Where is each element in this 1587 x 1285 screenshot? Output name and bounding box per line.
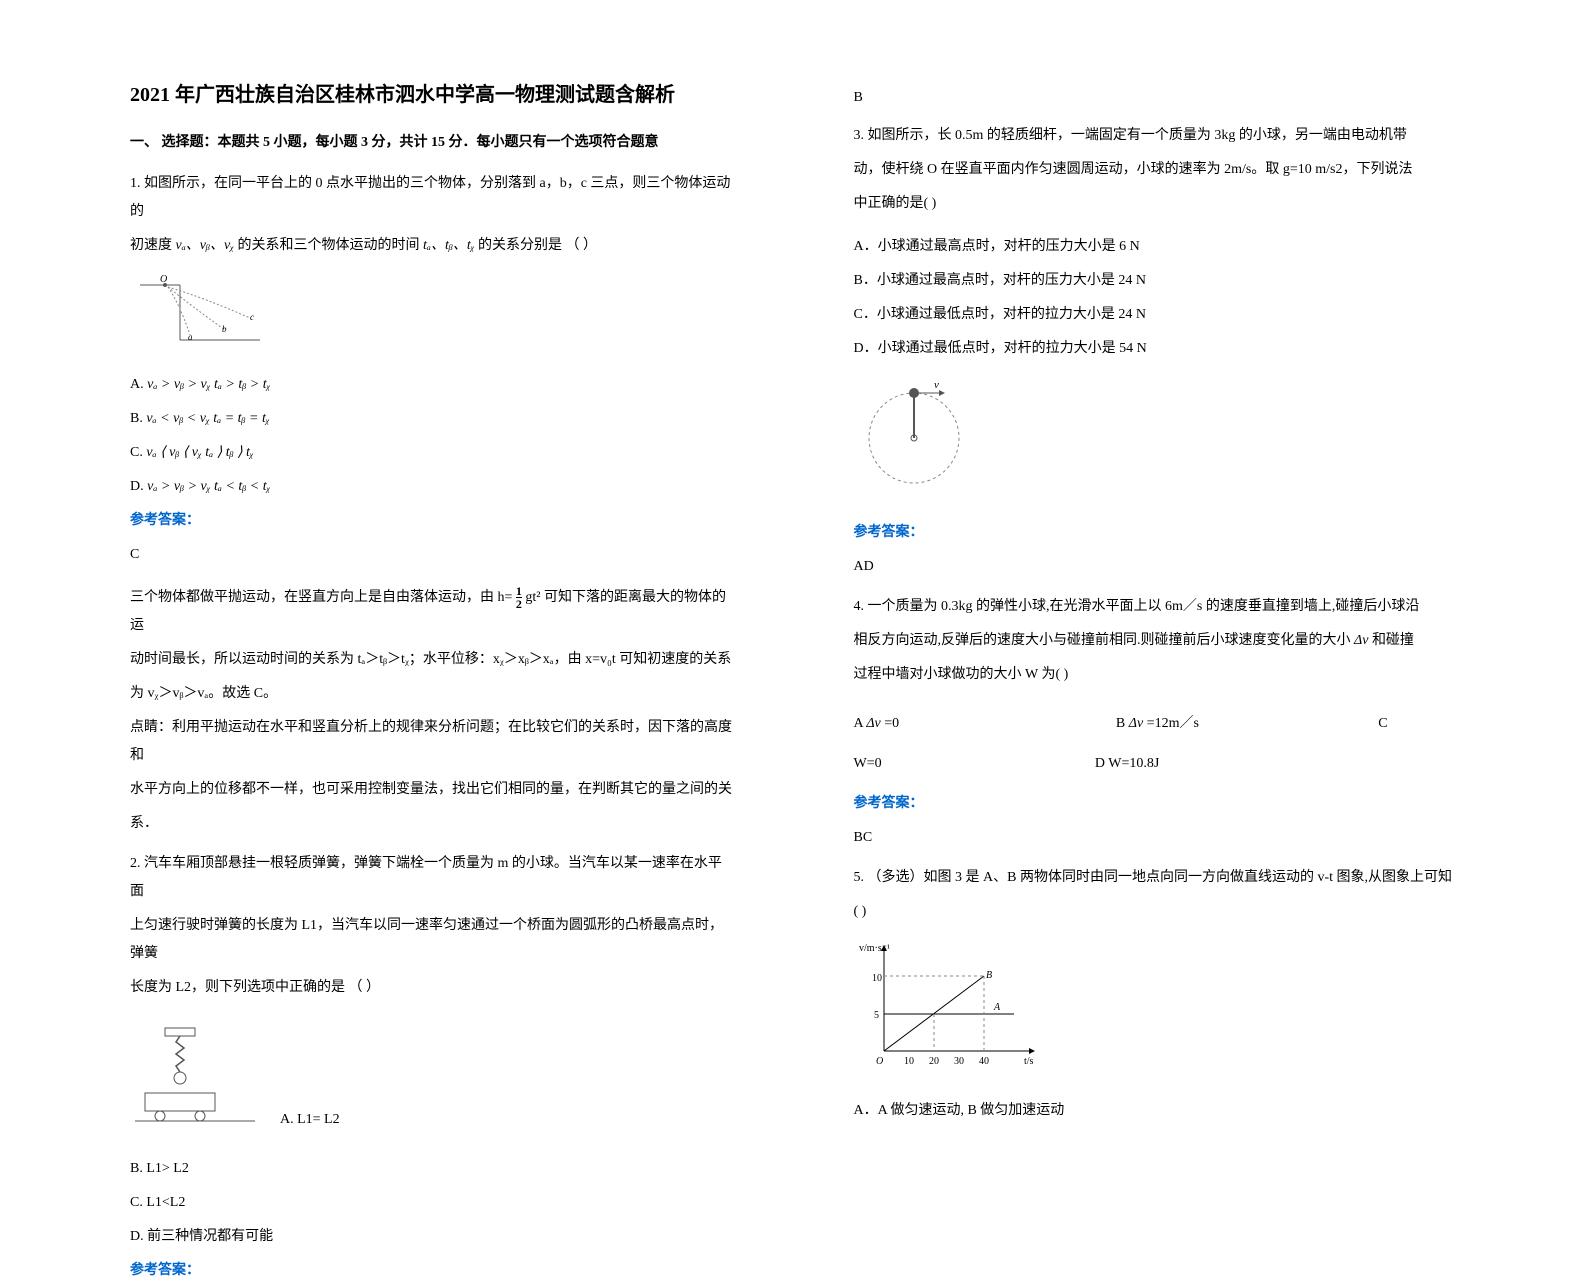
- problem-2: 2. 汽车车厢顶部悬挂一根轻质弹簧，弹簧下端栓一个质量为 m 的小球。当汽车以某…: [130, 850, 734, 1285]
- problem-4-opt-d: D W=10.8J: [1095, 750, 1457, 778]
- problem-1-expl-6: 系．: [130, 810, 734, 838]
- problem-2-answer: B: [854, 85, 1458, 110]
- problem-1-diagram: O a b c: [130, 270, 734, 361]
- fraction-den: 2: [516, 598, 522, 610]
- answer-label: 参考答案：: [854, 790, 1458, 818]
- svg-text:30: 30: [954, 1056, 964, 1067]
- problem-4: 4. 一个质量为 0.3kg 的弹性小球,在光滑水平面上以 6m／s 的速度垂直…: [854, 593, 1458, 852]
- problem-3: 3. 如图所示，长 0.5m 的轻质细杆，一端固定有一个质量为 3kg 的小球，…: [854, 122, 1458, 581]
- problem-2-diagram: [130, 1018, 260, 1139]
- problem-3-stem3: 中正确的是( ): [854, 190, 1458, 218]
- problem-1-opt-d: D. vₐ > vᵦ > vᵪ tₐ < tᵦ < tᵪ: [130, 473, 734, 501]
- problem-4-opt-c-line: W=0: [854, 750, 1095, 778]
- problem-1-stem2: 初速度 vₐ、vᵦ、vᵪ 的关系和三个物体运动的时间 tₐ、tᵦ、tᵪ 的关系分…: [130, 232, 734, 260]
- problem-1-opt-b: B. vₐ < vᵦ < vᵪ tₐ = tᵦ = tᵪ: [130, 405, 734, 433]
- answer-label: 参考答案：: [130, 507, 734, 535]
- answer-label: 参考答案：: [854, 519, 1458, 547]
- answer-label: 参考答案：: [130, 1257, 734, 1285]
- problem-1-expl-3: 为 vᵪ＞vᵦ＞vₐ。故选 C。: [130, 680, 734, 708]
- svg-text:10: 10: [872, 973, 882, 984]
- svg-text:b: b: [222, 324, 227, 334]
- problem-2-opt-d: D. 前三种情况都有可能: [130, 1223, 734, 1251]
- problem-4-opt-b: B Δv =12m／s: [1116, 710, 1378, 738]
- problem-4-options-row1: A Δv =0 B Δv =12m／s C: [854, 704, 1458, 744]
- problem-1-opt-a: A. vₐ > vᵦ > vᵪ tₐ > tᵦ > tᵪ: [130, 371, 734, 399]
- problem-3-answer: AD: [854, 553, 1458, 581]
- formula-v: vₐ、vᵦ、vᵪ: [176, 238, 234, 253]
- svg-text:t/s: t/s: [1024, 1056, 1034, 1067]
- problem-3-opt-d: D．小球通过最低点时，对杆的拉力大小是 54 N: [854, 335, 1458, 363]
- problem-2-opt-a: A. L1= L2: [280, 1106, 340, 1134]
- problem-4-opt-c: C: [1378, 710, 1457, 738]
- problem-4-stem2: 相反方向运动,反弹后的速度大小与碰撞前相同.则碰撞前后小球速度变化量的大小 Δv…: [854, 627, 1458, 655]
- section-header: 一、 选择题：本题共 5 小题，每小题 3 分，共计 15 分．每小题只有一个选…: [130, 130, 734, 155]
- problem-4-stem1: 4. 一个质量为 0.3kg 的弹性小球,在光滑水平面上以 6m／s 的速度垂直…: [854, 593, 1458, 621]
- svg-text:A: A: [993, 1002, 1001, 1013]
- svg-text:v/m·s⁻¹: v/m·s⁻¹: [859, 943, 890, 954]
- formula-t: tₐ、tᵦ、tᵪ: [423, 238, 475, 253]
- problem-5: 5. （多选）如图 3 是 A、B 两物体同时由同一地点向同一方向做直线运动的 …: [854, 864, 1458, 1125]
- svg-text:40: 40: [979, 1056, 989, 1067]
- problem-1: 1. 如图所示，在同一平台上的 0 点水平抛出的三个物体，分别落到 a，b，c …: [130, 170, 734, 838]
- svg-text:O: O: [160, 274, 167, 285]
- problem-1-expl-5: 水平方向上的位移都不一样，也可采用控制变量法，找出它们相同的量，在判断其它的量之…: [130, 776, 734, 804]
- problem-2-opt-b: B. L1> L2: [130, 1155, 734, 1183]
- svg-text:O: O: [876, 1056, 883, 1067]
- problem-1-expl-4: 点睛：利用平抛运动在水平和竖直分析上的规律来分析问题；在比较它们的关系时，因下落…: [130, 714, 734, 770]
- problem-3-opt-a: A．小球通过最高点时，对杆的压力大小是 6 N: [854, 233, 1458, 261]
- problem-1-stem1: 1. 如图所示，在同一平台上的 0 点水平抛出的三个物体，分别落到 a，b，c …: [130, 170, 734, 226]
- problem-1-expl-2: 动时间最长，所以运动时间的关系为 tₐ＞tᵦ＞tᵪ；水平位移：xᵪ＞xᵦ＞xₐ，…: [130, 646, 734, 674]
- problem-5-opt-a: A．A 做匀速运动, B 做匀加速运动: [854, 1097, 1458, 1125]
- problem-3-stem2: 动，使杆绕 O 在竖直平面内作匀速圆周运动，小球的速率为 2m/s。取 g=10…: [854, 156, 1458, 184]
- problem-1-answer: C: [130, 541, 734, 569]
- svg-text:c: c: [250, 312, 254, 322]
- problem-2-stem2: 上匀速行驶时弹簧的长度为 L1，当汽车以同一速率匀速通过一个桥面为圆弧形的凸桥最…: [130, 912, 734, 968]
- svg-text:v: v: [934, 379, 939, 391]
- svg-text:10: 10: [904, 1056, 914, 1067]
- problem-4-opt-a: A Δv =0: [854, 710, 1116, 738]
- svg-text:20: 20: [929, 1056, 939, 1067]
- problem-3-diagram: v: [854, 378, 1458, 509]
- problem-5-stem2: ( ): [854, 898, 1458, 926]
- svg-text:a: a: [188, 332, 193, 342]
- problem-5-stem1: 5. （多选）如图 3 是 A、B 两物体同时由同一地点向同一方向做直线运动的 …: [854, 864, 1458, 892]
- problem-4-options-row2: W=0 D W=10.8J: [854, 744, 1458, 784]
- problem-2-opt-c: C. L1<L2: [130, 1189, 734, 1217]
- problem-3-opt-b: B．小球通过最高点时，对杆的压力大小是 24 N: [854, 267, 1458, 295]
- problem-3-stem1: 3. 如图所示，长 0.5m 的轻质细杆，一端固定有一个质量为 3kg 的小球，…: [854, 122, 1458, 150]
- page-title: 2021 年广西壮族自治区桂林市泗水中学高一物理测试题含解析: [130, 80, 734, 110]
- problem-2-diagram-row: A. L1= L2: [130, 1008, 734, 1149]
- svg-text:B: B: [986, 970, 992, 981]
- problem-3-opt-c: C．小球通过最低点时，对杆的拉力大小是 24 N: [854, 301, 1458, 329]
- problem-2-stem3: 长度为 L2，则下列选项中正确的是 （ ）: [130, 974, 734, 1002]
- problem-1-expl-1: 三个物体都做平抛运动，在竖直方向上是自由落体运动，由 h= 1 2 gt² 可知…: [130, 584, 734, 640]
- svg-text:5: 5: [874, 1010, 879, 1021]
- problem-5-diagram: v/m·s⁻¹ t/s O 10 5 A B 10 20 30 40: [854, 936, 1458, 1087]
- problem-4-stem3: 过程中墙对小球做功的大小 W 为( ): [854, 661, 1458, 689]
- problem-2-stem1: 2. 汽车车厢顶部悬挂一根轻质弹簧，弹簧下端栓一个质量为 m 的小球。当汽车以某…: [130, 850, 734, 906]
- problem-1-opt-c: C. vₐ ⟨ vᵦ ⟨ vᵪ tₐ ⟩ tᵦ ⟩ tᵪ: [130, 439, 734, 467]
- problem-4-answer: BC: [854, 824, 1458, 852]
